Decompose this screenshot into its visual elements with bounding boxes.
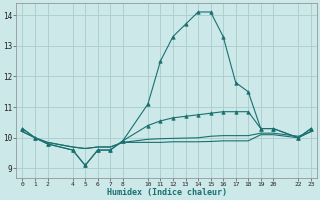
X-axis label: Humidex (Indice chaleur): Humidex (Indice chaleur) — [107, 188, 227, 197]
